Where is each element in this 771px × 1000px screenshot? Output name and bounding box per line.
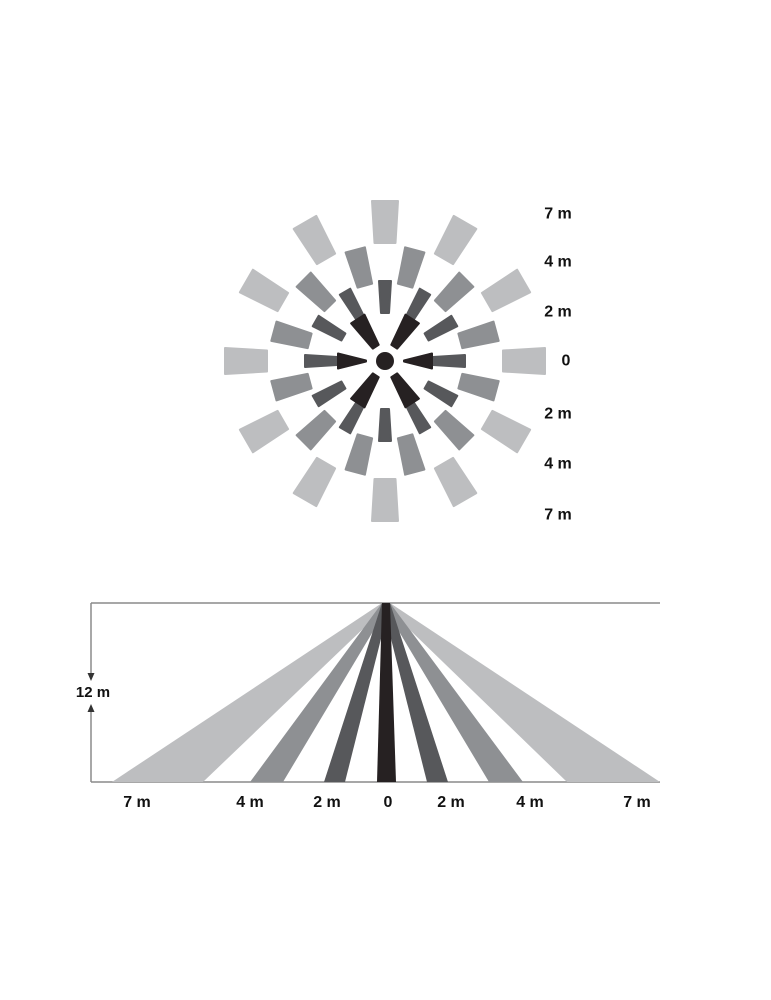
top-view-distance-label: 2 m: [544, 304, 572, 321]
side-view-beam-fan: [87, 602, 660, 783]
beam-4m-left: [250, 603, 390, 782]
side-view-ground-labels: 12 m 7 m 4 m 2 m 0 2 m 4 m 7 m: [76, 684, 651, 811]
beam-2m-right: [382, 603, 448, 782]
zone-7m-block: [480, 268, 532, 313]
zone-2m-bar: [304, 354, 338, 368]
zone-4m-block: [295, 409, 337, 451]
top-view-distance-label: 0: [562, 353, 571, 370]
zone-4m-block: [344, 433, 374, 476]
top-view-distance-label: 4 m: [544, 254, 572, 271]
top-view-distance-label: 4 m: [544, 456, 572, 473]
zone-7m-block: [433, 456, 478, 508]
top-view-radial-pattern: [224, 200, 546, 522]
beam-7m-left: [112, 603, 390, 782]
side-view-ground-label: 0: [384, 794, 393, 811]
zone-4m-block: [433, 409, 475, 451]
dimension-arrow-down-icon: [87, 673, 95, 681]
top-view-distance-label: 7 m: [544, 507, 572, 524]
zone-7m-block: [292, 456, 337, 508]
side-view-ground-label: 2 m: [437, 794, 465, 811]
zone-2m-bar: [423, 380, 459, 408]
zone-4m-block: [433, 271, 475, 313]
zone-0-triangle: [337, 352, 367, 370]
beam-7m-right: [382, 603, 660, 782]
zone-0-wedge: [390, 313, 420, 350]
side-view-ground-label: 4 m: [516, 794, 544, 811]
zone-2m-bar: [423, 314, 459, 342]
zone-4m-block: [344, 246, 374, 289]
zone-7m-block: [371, 200, 399, 244]
dimension-arrow-up-icon: [87, 704, 95, 712]
side-view-ground-label: 2 m: [313, 794, 341, 811]
top-view-distance-label: 7 m: [544, 206, 572, 223]
zone-0-wedge: [390, 372, 420, 409]
zone-4m-block: [270, 320, 313, 350]
beam-2m-left: [324, 603, 390, 782]
zone-4m-block: [457, 372, 500, 402]
zone-7m-block: [480, 409, 532, 454]
top-view-distance-label: 2 m: [544, 406, 572, 423]
height-dimension-label: 12 m: [76, 684, 110, 701]
sensor-center-dot: [376, 352, 394, 370]
zone-4m-block: [295, 271, 337, 313]
zone-4m-block: [270, 372, 313, 402]
zone-7m-block: [502, 347, 546, 375]
zone-4m-block: [396, 433, 426, 476]
side-view-ground-label: 7 m: [623, 794, 651, 811]
top-view-distance-labels: 7 m 4 m 2 m 0 2 m 4 m 7 m: [544, 206, 572, 524]
zone-0-triangle: [403, 352, 433, 370]
zone-7m-block: [433, 214, 478, 266]
zone-7m-block: [224, 347, 268, 375]
beam-0-center: [377, 603, 396, 782]
zone-7m-block: [238, 268, 290, 313]
zone-2m-bar: [378, 408, 392, 442]
zone-7m-block: [238, 409, 290, 454]
zone-2m-bar: [432, 354, 466, 368]
side-view-ground-label: 4 m: [236, 794, 264, 811]
zone-0-wedge: [350, 313, 380, 350]
zone-2m-bar: [311, 314, 347, 342]
zone-2m-bar: [378, 280, 392, 314]
zone-4m-block: [457, 320, 500, 350]
zone-7m-block: [371, 478, 399, 522]
zone-7m-block: [292, 214, 337, 266]
beam-4m-right: [382, 603, 523, 782]
zone-4m-block: [396, 246, 426, 289]
side-view-ground-label: 7 m: [123, 794, 151, 811]
zone-0-wedge: [350, 372, 380, 409]
zone-2m-bar: [311, 380, 347, 408]
